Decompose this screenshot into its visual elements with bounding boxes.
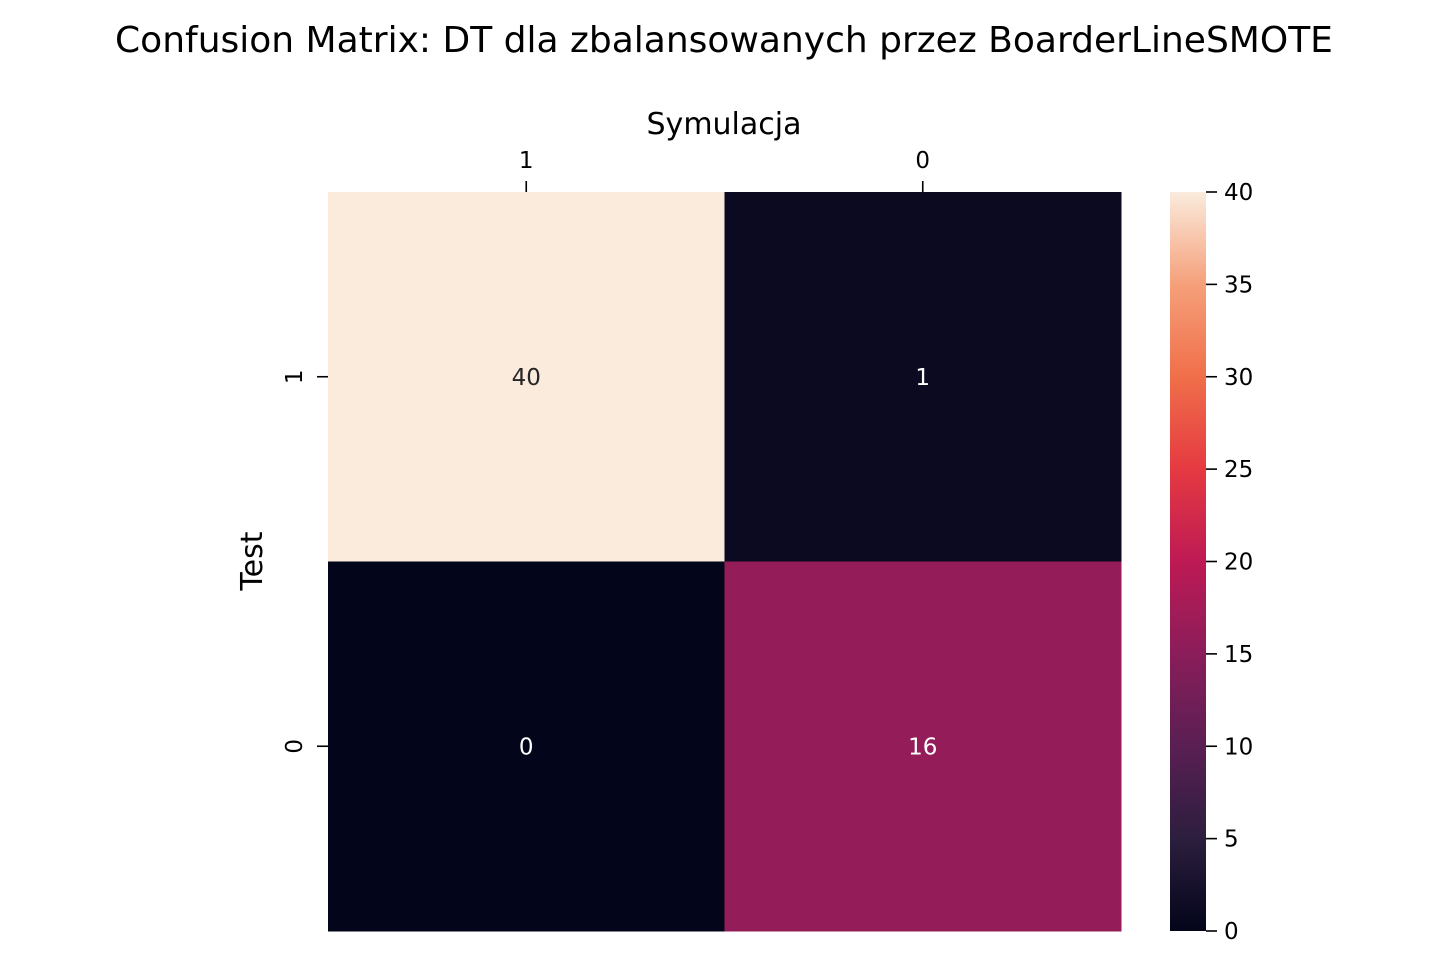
cell-r1-c0 [328, 561, 725, 932]
y-axis-ticks: 10 [282, 369, 328, 754]
cell-value-r1-c1: 16 [908, 734, 937, 760]
x-axis-label: Symulacja [647, 107, 802, 142]
cell-r0-c0 [328, 192, 725, 562]
colorbar-tick-label-3: 15 [1224, 642, 1253, 668]
cell-r1-c1 [724, 561, 1122, 932]
y-tick-label-1: 0 [282, 739, 308, 754]
heatmap-cells: 40 1 0 16 [328, 192, 1122, 932]
cell-value-r0-c1: 1 [915, 365, 930, 391]
colorbar-tick-label-7: 35 [1224, 272, 1253, 298]
cell-value-r1-c0: 0 [519, 734, 534, 760]
cell-r0-c1 [724, 192, 1122, 562]
y-tick-label-0: 1 [282, 369, 308, 384]
colorbar-tick-label-0: 0 [1224, 919, 1239, 945]
colorbar-tick-label-4: 20 [1224, 550, 1253, 576]
y-axis-label: Test [235, 531, 270, 591]
colorbar-tick-label-6: 30 [1224, 365, 1253, 391]
chart-title: Confusion Matrix: DT dla zbalansowanych … [115, 20, 1333, 61]
colorbar-tick-label-5: 25 [1224, 457, 1253, 483]
cell-value-r0-c0: 40 [512, 365, 541, 391]
colorbar-ticks: 0 5 10 15 20 25 30 35 40 [1206, 180, 1253, 945]
colorbar-tick-label-2: 10 [1224, 734, 1253, 760]
x-tick-label-0: 1 [519, 148, 534, 174]
colorbar-tick-label-8: 40 [1224, 180, 1253, 206]
x-tick-label-1: 0 [915, 148, 930, 174]
colorbar [1170, 192, 1206, 931]
colorbar-tick-label-1: 5 [1224, 827, 1239, 853]
